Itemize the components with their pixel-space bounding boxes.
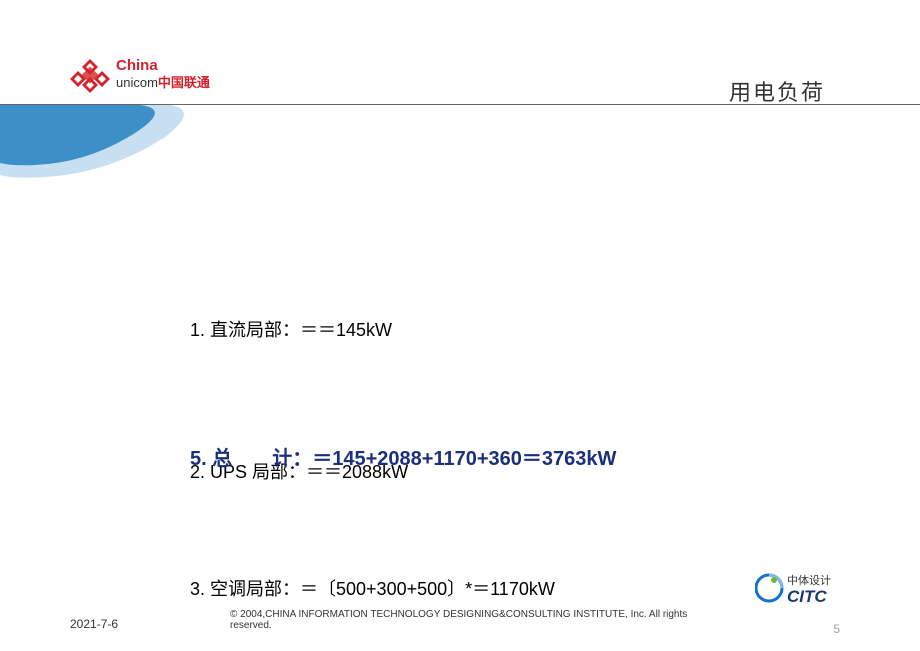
footer-date: 2021-7-6 [70,617,118,631]
wave-decoration-icon [0,105,260,195]
footer-copyright: © 2004,CHINA INFORMATION TECHNOLOGY DESI… [230,609,690,631]
svg-text:中体设计: 中体设计 [787,573,831,587]
footer-page-number: 5 [833,622,840,636]
logo-china-text: China [116,58,210,75]
unicom-logo: China unicom中国联通 [70,55,210,95]
page-title: 用电负荷 [729,75,825,107]
line-1-dc: 1. 直流局部：＝＝145kW [190,316,830,342]
overlap-group: 5. 总 计：＝145+2088+1170+360＝3763kW 2. UPS … [190,452,830,482]
slide-footer: 2021-7-6 © 2004,CHINA INFORMATION TECHNO… [0,606,920,636]
content-area: 1. 直流局部：＝＝145kW 5. 总 计：＝145+2088+1170+36… [190,316,830,592]
slide-header: China unicom中国联通 用电负荷 [0,0,920,105]
citc-logo-icon: 中体设计 CITC [755,566,850,611]
logo-unicom-row: unicom中国联通 [116,74,210,92]
line-5-total: 5. 总 计：＝145+2088+1170+360＝3763kW [190,442,616,471]
unicom-knot-icon [70,55,110,95]
line-3-ac: 3. 空调局部：＝〔500+300+500〕*＝1170kW [190,575,555,601]
citc-logo: 中体设计 CITC [755,566,850,611]
logo-unicom-text: unicom [116,75,158,90]
svg-text:CITC: CITC [787,587,827,606]
logo-cn-text: 中国联通 [158,75,210,90]
unicom-logo-text: China unicom中国联通 [116,58,210,92]
